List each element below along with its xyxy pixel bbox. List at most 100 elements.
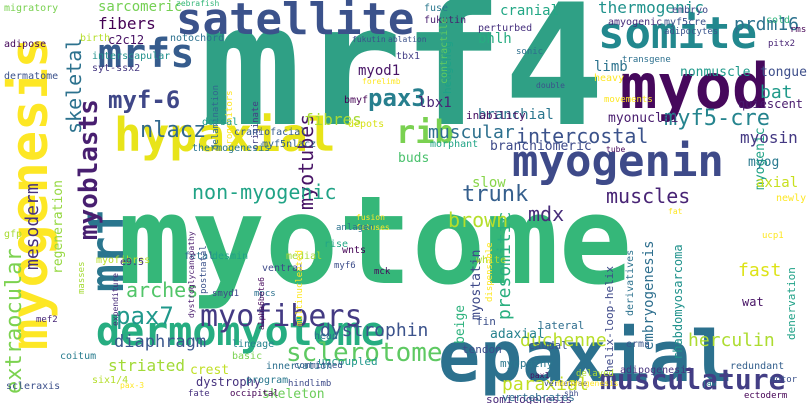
word-syt-ssx2: syt-ssx2 xyxy=(92,63,141,74)
word-perturbed: perturbed xyxy=(478,23,533,34)
word-nonmuscle: nonmuscle xyxy=(680,65,751,80)
word-musculature: musculature xyxy=(600,363,786,396)
word-smyd1: smyd1 xyxy=(212,289,240,299)
word-rise: rise xyxy=(324,239,349,250)
word-motor: jaw xyxy=(702,379,717,388)
word-derivatives: derivatives xyxy=(625,249,636,316)
word-contractile: contractile xyxy=(439,17,450,84)
word-vertebrae: shh xyxy=(564,389,579,398)
word-fibers: fibers xyxy=(98,14,156,33)
word-desmin: desmin xyxy=(212,251,249,262)
word-diaphragm: diaphragm xyxy=(114,332,207,352)
word-ectoderm: ectoderm xyxy=(744,391,788,401)
word-myf5-cre: myf5-cre xyxy=(664,106,770,131)
word-sarcomeric: sarcomeric xyxy=(98,0,183,15)
word-redundant: adipogenesis xyxy=(620,365,693,376)
word-six1/4: six1/4 xyxy=(92,375,129,386)
word-myod: myod xyxy=(620,50,770,123)
word-myonuclei: myonuclei xyxy=(608,111,679,126)
word-satellite: satellite xyxy=(176,0,415,45)
word-mrf4: mrf4 xyxy=(200,0,605,164)
word-innervation: innervation xyxy=(266,361,333,372)
word-e9.5: e9.5 xyxy=(120,257,145,268)
word-thermogenesis: thermogenesis xyxy=(192,143,271,154)
word-white: white xyxy=(476,255,507,266)
word-postnatal: postnatal xyxy=(199,245,209,294)
word-muscular: muscular xyxy=(428,122,515,143)
word-multinucleated: multinucleated xyxy=(295,250,305,326)
word-duchenne: duchenne xyxy=(520,330,607,351)
word-dystrophin: dystrophin xyxy=(320,320,429,341)
word-adipogenesis: denervation xyxy=(785,267,798,340)
word-delayed: pax1 xyxy=(530,371,550,380)
word-embryo: embryo xyxy=(672,5,709,16)
word-bhlh: bhlh xyxy=(478,31,512,47)
word-rib: rib xyxy=(396,113,454,151)
word-masses: masses xyxy=(77,261,87,294)
word-somitogenesis: somitogenesis xyxy=(486,393,573,404)
word-myofibers: myofibers xyxy=(200,299,363,334)
word-cold: cold xyxy=(766,15,791,26)
word-fusion: fat xyxy=(668,207,683,216)
word-fuse: fuse xyxy=(424,3,449,14)
word-trunk: trunk xyxy=(462,182,529,207)
word-muscles: muscles xyxy=(606,184,691,208)
word-ablation: fukutin xyxy=(352,35,386,44)
word-dermatome: dermatome xyxy=(4,71,59,82)
word-coitum: coitum xyxy=(60,351,97,362)
word-fast: fast xyxy=(738,260,782,281)
word-mesoderm: mesoderm xyxy=(22,183,43,270)
word-dermomyotome: dermomyotome xyxy=(96,309,385,355)
word-committed: committed xyxy=(294,361,343,371)
word-inability: inability xyxy=(466,109,526,122)
word-thermogenic: thermogenic xyxy=(598,0,704,17)
word-morphant: morphant xyxy=(430,139,479,150)
word-branchiomeric: branchiomeric xyxy=(490,139,592,154)
word-slow: slow xyxy=(472,175,506,191)
word-rhabdomyosarcoma: rhabdomyosarcoma xyxy=(671,244,685,360)
word-pax-3: forelimb xyxy=(362,77,401,86)
word-c2c12: c2c12 xyxy=(108,33,145,47)
word-chick: movements xyxy=(604,95,653,105)
word-interscapular: interscapular xyxy=(92,51,171,62)
word-lineage: lineage xyxy=(232,339,275,350)
word-myogenin: myogenin xyxy=(512,136,724,187)
word-sclerotome: sclerotome xyxy=(286,338,443,368)
word-gfp: gfp xyxy=(4,229,23,240)
word-ventral: ventral xyxy=(262,263,305,274)
word-adipose: adipose xyxy=(4,39,47,50)
word-alpha6beta6: alpha6beta6 xyxy=(257,277,266,330)
word-limb: limb xyxy=(594,59,628,75)
word-skeleton: skeleton xyxy=(262,387,325,402)
word-fukutin: fukutin xyxy=(424,15,467,26)
word-caudal: caudal xyxy=(528,339,568,352)
word-fin: fin xyxy=(476,315,496,328)
word-arches: arches xyxy=(126,278,199,302)
word-wat: wat xyxy=(742,295,764,309)
word-tendon: tendon xyxy=(462,343,502,356)
word-dispensable: dispensable xyxy=(485,242,495,302)
word-anlagen: fetuses xyxy=(356,223,390,232)
word-craniofacial: craniofacial xyxy=(234,127,307,138)
word-vertebrates: vertebrates xyxy=(502,391,575,404)
word-migratory: migratory xyxy=(4,3,59,14)
word-adipocytes: adipocytes xyxy=(664,27,719,37)
word-cranial: cranial xyxy=(500,3,560,19)
word-wnts: wnts xyxy=(342,245,367,256)
word-transgene: transgene xyxy=(622,55,671,65)
word-helix-loop-helix: helix-loop-helix xyxy=(603,266,616,372)
word-myopathy: myopathy xyxy=(500,357,553,370)
word-skeletal: skeletal xyxy=(62,37,86,134)
word-basic: basic xyxy=(232,351,263,362)
word-newly: newly xyxy=(776,193,807,204)
word-myofibres: myofibres xyxy=(96,255,151,266)
word-amyogenic: amyogenic xyxy=(608,17,663,28)
word-head: head xyxy=(314,331,339,342)
word-pax3: pax3 xyxy=(368,84,426,112)
word-dystroglycanopathy: dystroglycanopathy xyxy=(187,231,196,318)
word-tube: anlagen xyxy=(336,223,374,233)
word-mpcs: mpcs xyxy=(254,289,276,299)
word-dystrophy: dystrophy xyxy=(196,375,262,389)
word-morphogenesis: pax-3 xyxy=(120,381,145,390)
